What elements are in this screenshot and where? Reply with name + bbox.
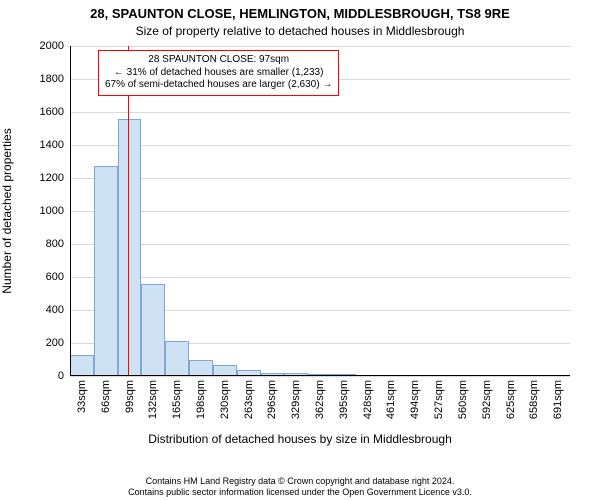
bar-slot: 296sqm — [261, 46, 285, 376]
x-tick: 99sqm — [124, 376, 136, 413]
bar-slot: 494sqm — [403, 46, 427, 376]
x-tick: 230sqm — [219, 376, 231, 419]
bar-slot: 658sqm — [522, 46, 546, 376]
annotation-box: 28 SPAUNTON CLOSE: 97sqm← 31% of detache… — [98, 50, 339, 96]
bar — [165, 341, 189, 376]
x-axis-line — [70, 375, 570, 376]
chart-container: 28, SPAUNTON CLOSE, HEMLINGTON, MIDDLESB… — [0, 0, 600, 500]
x-tick: 33sqm — [76, 376, 88, 413]
annotation-line: 67% of semi-detached houses are larger (… — [105, 79, 332, 92]
annotation-line: 28 SPAUNTON CLOSE: 97sqm — [105, 54, 332, 67]
y-tick: 1800 — [0, 73, 64, 85]
bar — [118, 119, 142, 376]
x-axis-label: Distribution of detached houses by size … — [0, 432, 600, 446]
x-tick: 132sqm — [147, 376, 159, 419]
x-tick: 658sqm — [528, 376, 540, 419]
bar-slot: 362sqm — [308, 46, 332, 376]
x-tick: 165sqm — [171, 376, 183, 419]
footer-line: Contains public sector information licen… — [0, 487, 600, 498]
x-tick: 461sqm — [385, 376, 397, 419]
bar-slot: 691sqm — [546, 46, 570, 376]
bar-slot: 461sqm — [380, 46, 404, 376]
bar-slot: 33sqm — [70, 46, 94, 376]
bar-slot: 198sqm — [189, 46, 213, 376]
bar-slot: 99sqm — [118, 46, 142, 376]
footer-attribution: Contains HM Land Registry data © Crown c… — [0, 476, 600, 498]
y-tick: 200 — [0, 337, 64, 349]
bar-slot: 230sqm — [213, 46, 237, 376]
bar-series: 33sqm66sqm99sqm132sqm165sqm198sqm230sqm2… — [70, 46, 570, 376]
chart-title: 28, SPAUNTON CLOSE, HEMLINGTON, MIDDLESB… — [0, 6, 600, 21]
y-tick: 1600 — [0, 106, 64, 118]
bar-slot: 132sqm — [141, 46, 165, 376]
chart-subtitle: Size of property relative to detached ho… — [0, 24, 600, 38]
y-tick: 2000 — [0, 40, 64, 52]
bar-slot: 625sqm — [499, 46, 523, 376]
x-tick: 296sqm — [266, 376, 278, 419]
x-tick: 527sqm — [433, 376, 445, 419]
x-tick: 395sqm — [338, 376, 350, 419]
bar — [70, 355, 94, 376]
bar-slot: 263sqm — [237, 46, 261, 376]
plot-area: 33sqm66sqm99sqm132sqm165sqm198sqm230sqm2… — [70, 46, 570, 376]
y-tick: 1000 — [0, 205, 64, 217]
y-tick: 400 — [0, 304, 64, 316]
x-tick: 66sqm — [100, 376, 112, 413]
bar-slot: 329sqm — [284, 46, 308, 376]
x-tick: 329sqm — [290, 376, 302, 419]
bar-slot: 428sqm — [356, 46, 380, 376]
y-tick: 1400 — [0, 139, 64, 151]
reference-line — [128, 46, 129, 376]
x-tick: 428sqm — [362, 376, 374, 419]
y-tick: 1200 — [0, 172, 64, 184]
x-tick: 362sqm — [314, 376, 326, 419]
x-tick: 560sqm — [457, 376, 469, 419]
bar-slot: 395sqm — [332, 46, 356, 376]
bar-slot: 592sqm — [475, 46, 499, 376]
x-tick: 263sqm — [243, 376, 255, 419]
x-tick: 691sqm — [552, 376, 564, 419]
annotation-line: ← 31% of detached houses are smaller (1,… — [105, 67, 332, 80]
y-axis-line — [70, 46, 71, 376]
x-tick: 625sqm — [505, 376, 517, 419]
bar-slot: 66sqm — [94, 46, 118, 376]
y-tick: 600 — [0, 271, 64, 283]
bar — [94, 166, 118, 376]
bar-slot: 165sqm — [165, 46, 189, 376]
x-tick: 494sqm — [409, 376, 421, 419]
bar-slot: 527sqm — [427, 46, 451, 376]
x-tick: 198sqm — [195, 376, 207, 419]
footer-line: Contains HM Land Registry data © Crown c… — [0, 476, 600, 487]
bar-slot: 560sqm — [451, 46, 475, 376]
bar — [189, 360, 213, 377]
y-tick: 0 — [0, 370, 64, 382]
y-tick: 800 — [0, 238, 64, 250]
bar — [141, 284, 165, 376]
x-tick: 592sqm — [481, 376, 493, 419]
